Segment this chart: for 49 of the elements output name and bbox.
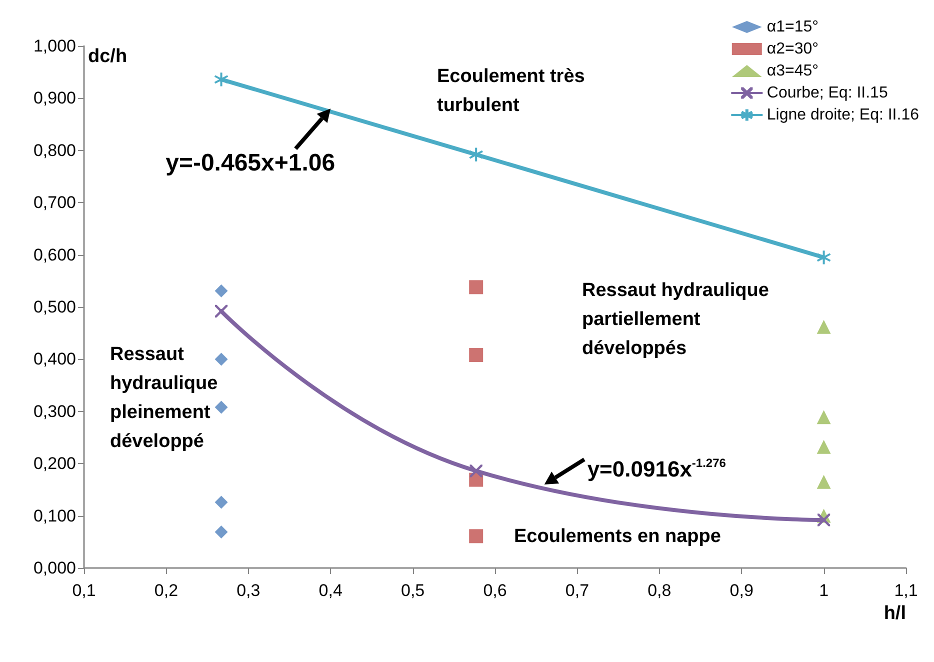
x-tick-label: 0,1 [72,581,96,600]
annotation: Ecoulement très turbulent [437,66,590,116]
annotation: Ressaut hydraulique pleinement développé [110,344,223,452]
x-axis-title: h/l [884,603,906,624]
x-tick-label: 1,1 [894,581,918,600]
x-tick-label: 0,4 [318,581,342,600]
y-tick-label: 0,000 [33,558,76,578]
point [816,440,831,454]
y-axis-title: dc/h [88,46,128,67]
y-tick-label: 0,100 [33,506,76,526]
point [469,280,484,294]
x-tick-label: 0,8 [648,581,672,600]
y-tick-label: 0,800 [33,140,76,160]
x-tick-label: 0,2 [154,581,178,600]
annotation: y=-0.465x+1.06 [166,150,336,177]
y-tick-label: 0,300 [33,402,76,421]
y-tick-label: 0,600 [33,245,76,264]
legend-label: Ligne droite; Eq: II.16 [766,106,920,124]
x-tick-label: 0,9 [730,581,754,600]
annotation: Ecoulements en nappe [514,526,721,547]
legend-label: α3=45° [766,62,819,80]
point [214,496,228,509]
legend-label: α1=15° [766,18,819,36]
point [469,148,483,162]
point [214,352,228,366]
annotation: Ressaut hydraulique partiellement développés [582,280,774,359]
x-tick-label: 1 [819,581,829,600]
x-tick-label: 0,3 [236,581,260,600]
y-tick-label: 1,000 [33,36,76,56]
point [817,250,831,264]
y-tick-label: 0,700 [33,193,76,212]
x-tick-label: 0,6 [483,581,507,600]
legend-label: Courbe; Eq: II.15 [766,84,888,102]
point [214,284,228,298]
point [816,410,831,424]
point [214,72,228,86]
point [469,348,484,362]
point [816,474,831,489]
y-tick-label: 0,400 [33,350,76,369]
x-tick-label: 0,7 [565,581,590,600]
y-tick-label: 0,900 [33,88,76,108]
legend-label: α2=30° [766,40,819,58]
point [816,320,831,334]
y-tick-label: 0,500 [33,298,76,316]
point [214,525,228,538]
y-tick-label: 0,200 [33,454,76,474]
point [214,400,228,414]
point [469,529,484,544]
x-tick-label: 0,5 [400,581,425,600]
